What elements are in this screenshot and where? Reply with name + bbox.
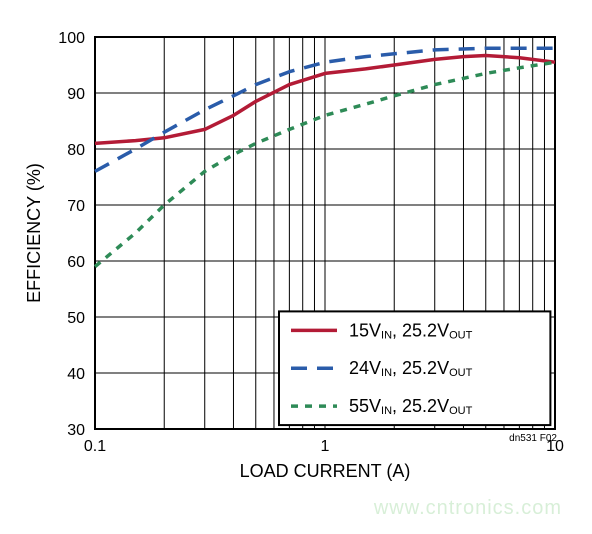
svg-text:90: 90: [67, 86, 85, 103]
y-axis-label: EFFICIENCY (%): [24, 163, 44, 303]
x-axis-label: LOAD CURRENT (A): [240, 461, 411, 481]
chart-container: 304050607080901000.1110EFFICIENCY (%)LOA…: [0, 0, 592, 534]
svg-text:80: 80: [67, 142, 85, 159]
svg-text:30: 30: [67, 422, 85, 439]
efficiency-chart: 304050607080901000.1110EFFICIENCY (%)LOA…: [0, 0, 592, 534]
svg-text:50: 50: [67, 310, 85, 327]
svg-text:100: 100: [58, 30, 85, 47]
svg-text:40: 40: [67, 366, 85, 383]
svg-text:60: 60: [67, 254, 85, 271]
svg-text:0.1: 0.1: [84, 438, 106, 455]
figure-id-label: dn531 F02: [509, 433, 557, 444]
svg-text:1: 1: [321, 438, 330, 455]
svg-text:70: 70: [67, 198, 85, 215]
